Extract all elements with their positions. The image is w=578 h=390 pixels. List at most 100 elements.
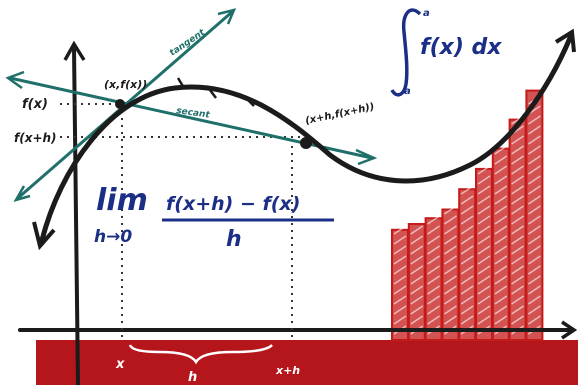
riemann-hatch: [460, 305, 474, 315]
lim-subscript: h→0: [94, 227, 132, 247]
riemann-hatch: [443, 255, 457, 265]
riemann-hatch: [494, 175, 508, 185]
riemann-hatch: [410, 295, 424, 305]
riemann-hatch: [494, 315, 508, 325]
riemann-hatch: [477, 305, 491, 315]
riemann-hatch: [410, 305, 424, 315]
secant-arrow-right: [355, 148, 378, 166]
riemann-hatch: [477, 235, 491, 245]
riemann-hatch: [494, 255, 508, 265]
riemann-hatch: [477, 175, 491, 185]
riemann-hatch: [443, 265, 457, 275]
riemann-hatch: [393, 315, 407, 325]
riemann-hatch: [460, 265, 474, 275]
riemann-hatch: [511, 305, 525, 315]
riemann-hatch: [460, 315, 474, 325]
riemann-hatch: [410, 315, 424, 325]
riemann-rect: [407, 223, 426, 341]
riemann-hatch: [511, 285, 525, 295]
point-x-label: (x,f(x)): [104, 78, 147, 91]
riemann-hatch: [527, 255, 541, 265]
riemann-hatch: [393, 235, 407, 245]
curve-arrow-right: [554, 28, 576, 53]
riemann-hatch: [427, 225, 441, 235]
riemann-hatch: [427, 275, 441, 285]
riemann-hatch: [494, 205, 508, 215]
riemann-hatch: [527, 225, 541, 235]
riemann-hatch: [393, 265, 407, 275]
riemann-hatch: [527, 205, 541, 215]
h-brace-label: h: [188, 370, 197, 385]
riemann-hatch: [527, 115, 541, 125]
riemann-hatch: [477, 195, 491, 205]
function-curve: [39, 35, 573, 243]
riemann-hatch: [511, 175, 525, 185]
riemann-hatch: [511, 255, 525, 265]
riemann-hatch: [527, 215, 541, 225]
riemann-hatch: [494, 225, 508, 235]
riemann-hatch: [494, 275, 508, 285]
riemann-hatch: [494, 285, 508, 295]
riemann-hatch: [427, 305, 441, 315]
riemann-hatch: [527, 275, 541, 285]
riemann-hatch: [460, 245, 474, 255]
riemann-hatch: [494, 165, 508, 175]
riemann-hatch: [443, 315, 457, 325]
riemann-hatch: [443, 215, 457, 225]
riemann-hatch: [443, 295, 457, 305]
riemann-hatch: [427, 285, 441, 295]
riemann-hatch: [511, 275, 525, 285]
riemann-hatch: [427, 315, 441, 325]
riemann-hatch: [410, 245, 424, 255]
xh-tick-label: x+h: [275, 364, 300, 377]
riemann-hatch: [527, 235, 541, 245]
integral-sign-icon: [390, 8, 422, 97]
riemann-hatch: [494, 235, 508, 245]
riemann-hatch: [511, 165, 525, 175]
y-axis: [72, 46, 80, 387]
riemann-hatch: [393, 285, 407, 295]
riemann-hatch: [393, 305, 407, 315]
y-axis-arrowhead: [63, 40, 86, 61]
riemann-hatch: [460, 255, 474, 265]
riemann-hatch: [494, 265, 508, 275]
secant-arrow-left: [5, 70, 25, 90]
riemann-hatch: [460, 295, 474, 305]
riemann-hatch: [410, 225, 424, 235]
riemann-hatch: [460, 225, 474, 235]
riemann-hatch: [511, 145, 525, 155]
riemann-hatch: [393, 275, 407, 285]
riemann-hatch: [527, 145, 541, 155]
riemann-hatch: [443, 285, 457, 295]
riemann-hatch: [477, 295, 491, 305]
riemann-hatch: [477, 165, 491, 175]
limit-numerator: f(x+h) − f(x): [166, 193, 300, 215]
riemann-hatch: [494, 305, 508, 315]
curve-arrow-left: [32, 221, 56, 251]
riemann-hatch: [460, 195, 474, 205]
tangent-arrow-right: [217, 8, 237, 25]
point-x-plus-h: [300, 137, 312, 149]
riemann-hatch: [393, 245, 407, 255]
riemann-hatch: [410, 285, 424, 295]
integral-body: f(x) dx: [420, 35, 502, 60]
riemann-hatch: [460, 215, 474, 225]
riemann-hatch: [527, 185, 541, 195]
riemann-hatch: [460, 205, 474, 215]
riemann-hatch: [443, 225, 457, 235]
riemann-hatch: [477, 215, 491, 225]
riemann-hatch: [477, 315, 491, 325]
riemann-hatch: [494, 295, 508, 305]
riemann-hatch: [511, 295, 525, 305]
h-brace: [128, 344, 273, 365]
riemann-hatch: [477, 205, 491, 215]
riemann-hatch: [527, 305, 541, 315]
riemann-hatch: [477, 275, 491, 285]
riemann-hatch: [527, 315, 541, 325]
riemann-hatch: [527, 165, 541, 175]
limit-denominator: h: [226, 227, 242, 252]
riemann-hatch: [511, 225, 525, 235]
riemann-hatch: [410, 255, 424, 265]
